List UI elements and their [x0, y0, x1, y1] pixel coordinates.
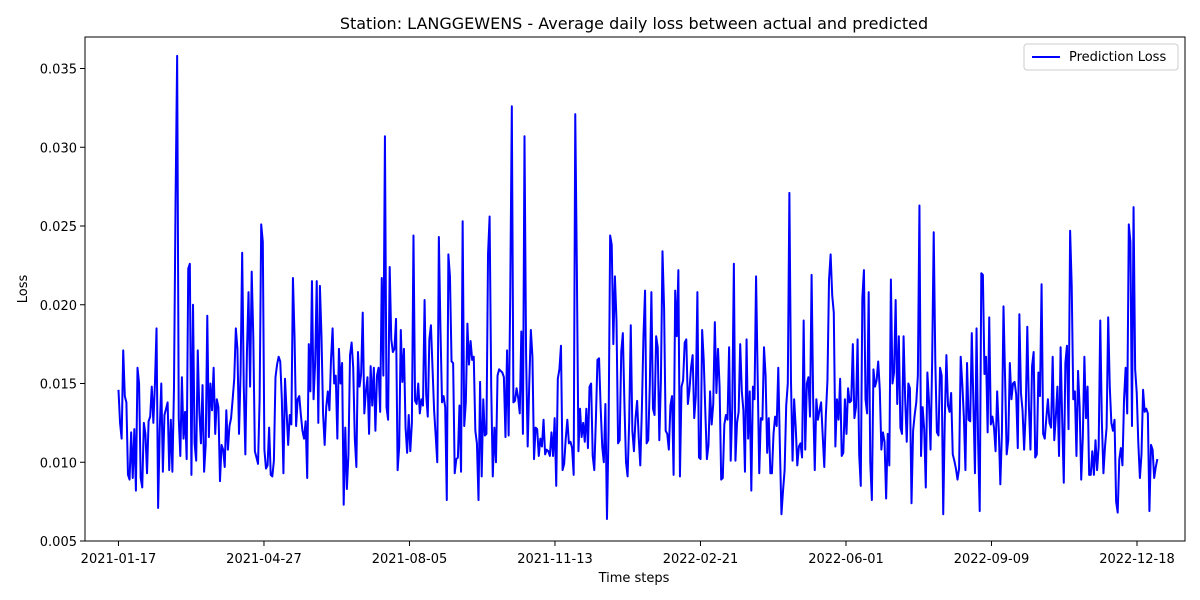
- x-tick-label: 2021-04-27: [226, 552, 302, 567]
- x-tick-label: 2022-12-18: [1099, 552, 1175, 567]
- legend-label: Prediction Loss: [1069, 50, 1166, 65]
- x-tick-label: 2022-02-21: [663, 552, 739, 567]
- y-tick-label: 0.020: [40, 299, 77, 314]
- y-tick-label: 0.005: [40, 535, 77, 550]
- x-axis: 2021-01-17 2021-04-27 2021-08-05 2021-11-13…: [81, 541, 1175, 567]
- x-tick-label: 2021-08-05: [372, 552, 448, 567]
- chart-title: Station: LANGGEWENS - Average daily loss…: [340, 14, 928, 33]
- x-axis-title: Time steps: [598, 571, 670, 586]
- y-tick-label: 0.035: [40, 63, 77, 78]
- legend-box: [1023, 43, 1179, 71]
- y-tick-label: 0.015: [40, 378, 77, 393]
- x-tick-label: 2021-11-13: [517, 552, 593, 567]
- y-tick-label: 0.030: [40, 141, 77, 156]
- x-tick-label: 2022-06-01: [808, 552, 884, 567]
- y-tick-label: 0.025: [40, 220, 77, 235]
- plot-frame: [84, 36, 1186, 542]
- y-axis: 0.005 0.010 0.015 0.020 0.025 0.030 0.035: [40, 63, 85, 550]
- x-tick-label: 2022-09-09: [954, 552, 1030, 567]
- series-line-prediction-loss: [117, 54, 1159, 520]
- x-tick-label: 2021-01-17: [81, 552, 157, 567]
- y-axis-title: Loss: [16, 275, 31, 304]
- legend: Prediction Loss: [1023, 43, 1179, 71]
- plot-area: [117, 54, 1159, 520]
- y-tick-label: 0.010: [40, 456, 77, 471]
